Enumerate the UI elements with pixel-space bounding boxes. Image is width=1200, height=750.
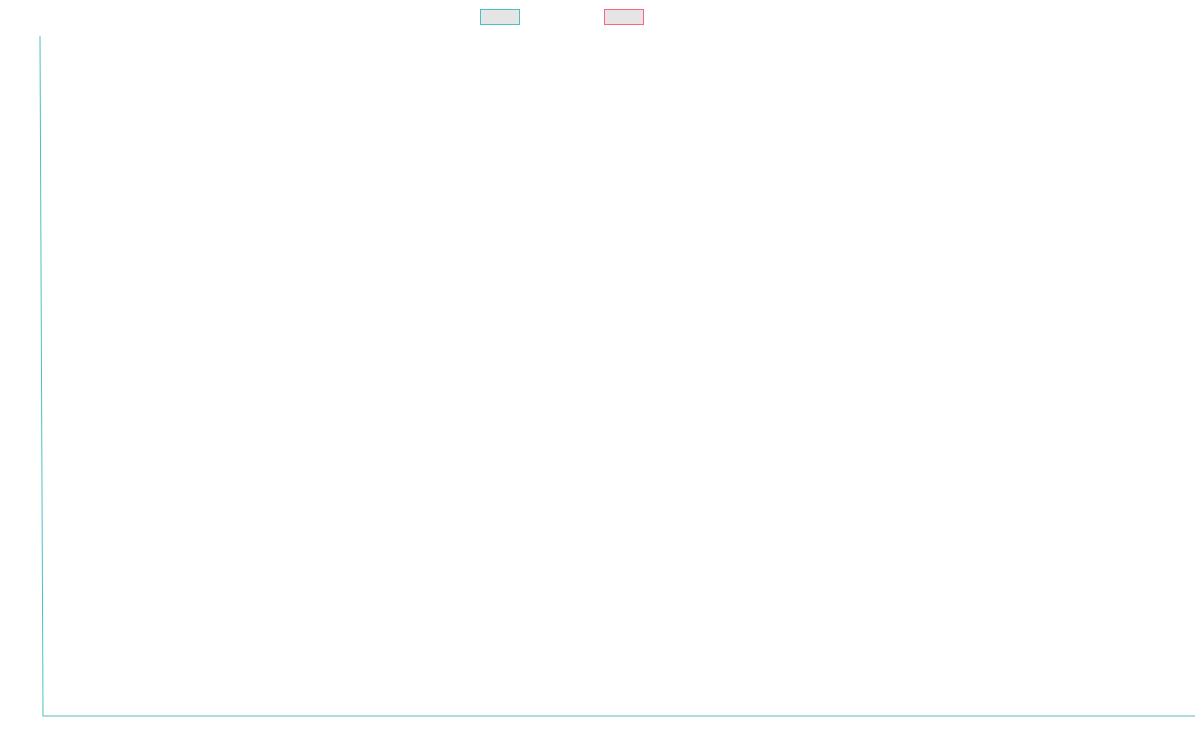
legend-swatch-series-1[interactable]: [480, 9, 520, 25]
series-1-line: [39, 35, 1195, 717]
legend-swatch-series-2[interactable]: [604, 9, 644, 25]
series-layer: [39, 35, 1195, 717]
